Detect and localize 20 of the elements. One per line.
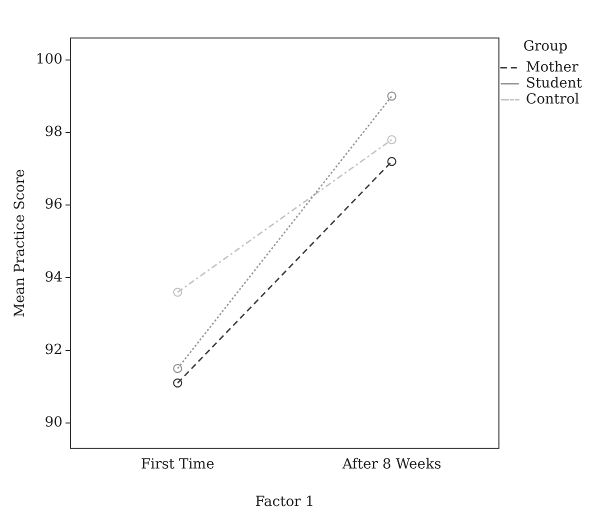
y-tick-label: 94 [44, 269, 63, 286]
point [387, 135, 396, 144]
x-tick-label: After 8 Weeks [341, 456, 442, 472]
x-tick-label: First Time [140, 456, 214, 472]
y-tick-label: 98 [44, 124, 63, 140]
legend-label: Student [526, 75, 582, 92]
point [173, 378, 182, 388]
point [173, 364, 182, 374]
legend-label: Mother [526, 59, 579, 76]
legend-label: Control [526, 91, 580, 108]
point [173, 288, 182, 297]
x-axis-title: Factor 1 [255, 494, 314, 510]
y-tick-label: 90 [44, 414, 63, 431]
y-tick-label: 92 [44, 342, 63, 358]
point [387, 92, 396, 101]
y-tick-label: 96 [44, 196, 63, 213]
point [387, 156, 396, 166]
legend-title: Group [523, 38, 568, 55]
y-axis-title: Mean Practice Score [12, 169, 28, 318]
y-tick-label: 100 [36, 51, 63, 68]
